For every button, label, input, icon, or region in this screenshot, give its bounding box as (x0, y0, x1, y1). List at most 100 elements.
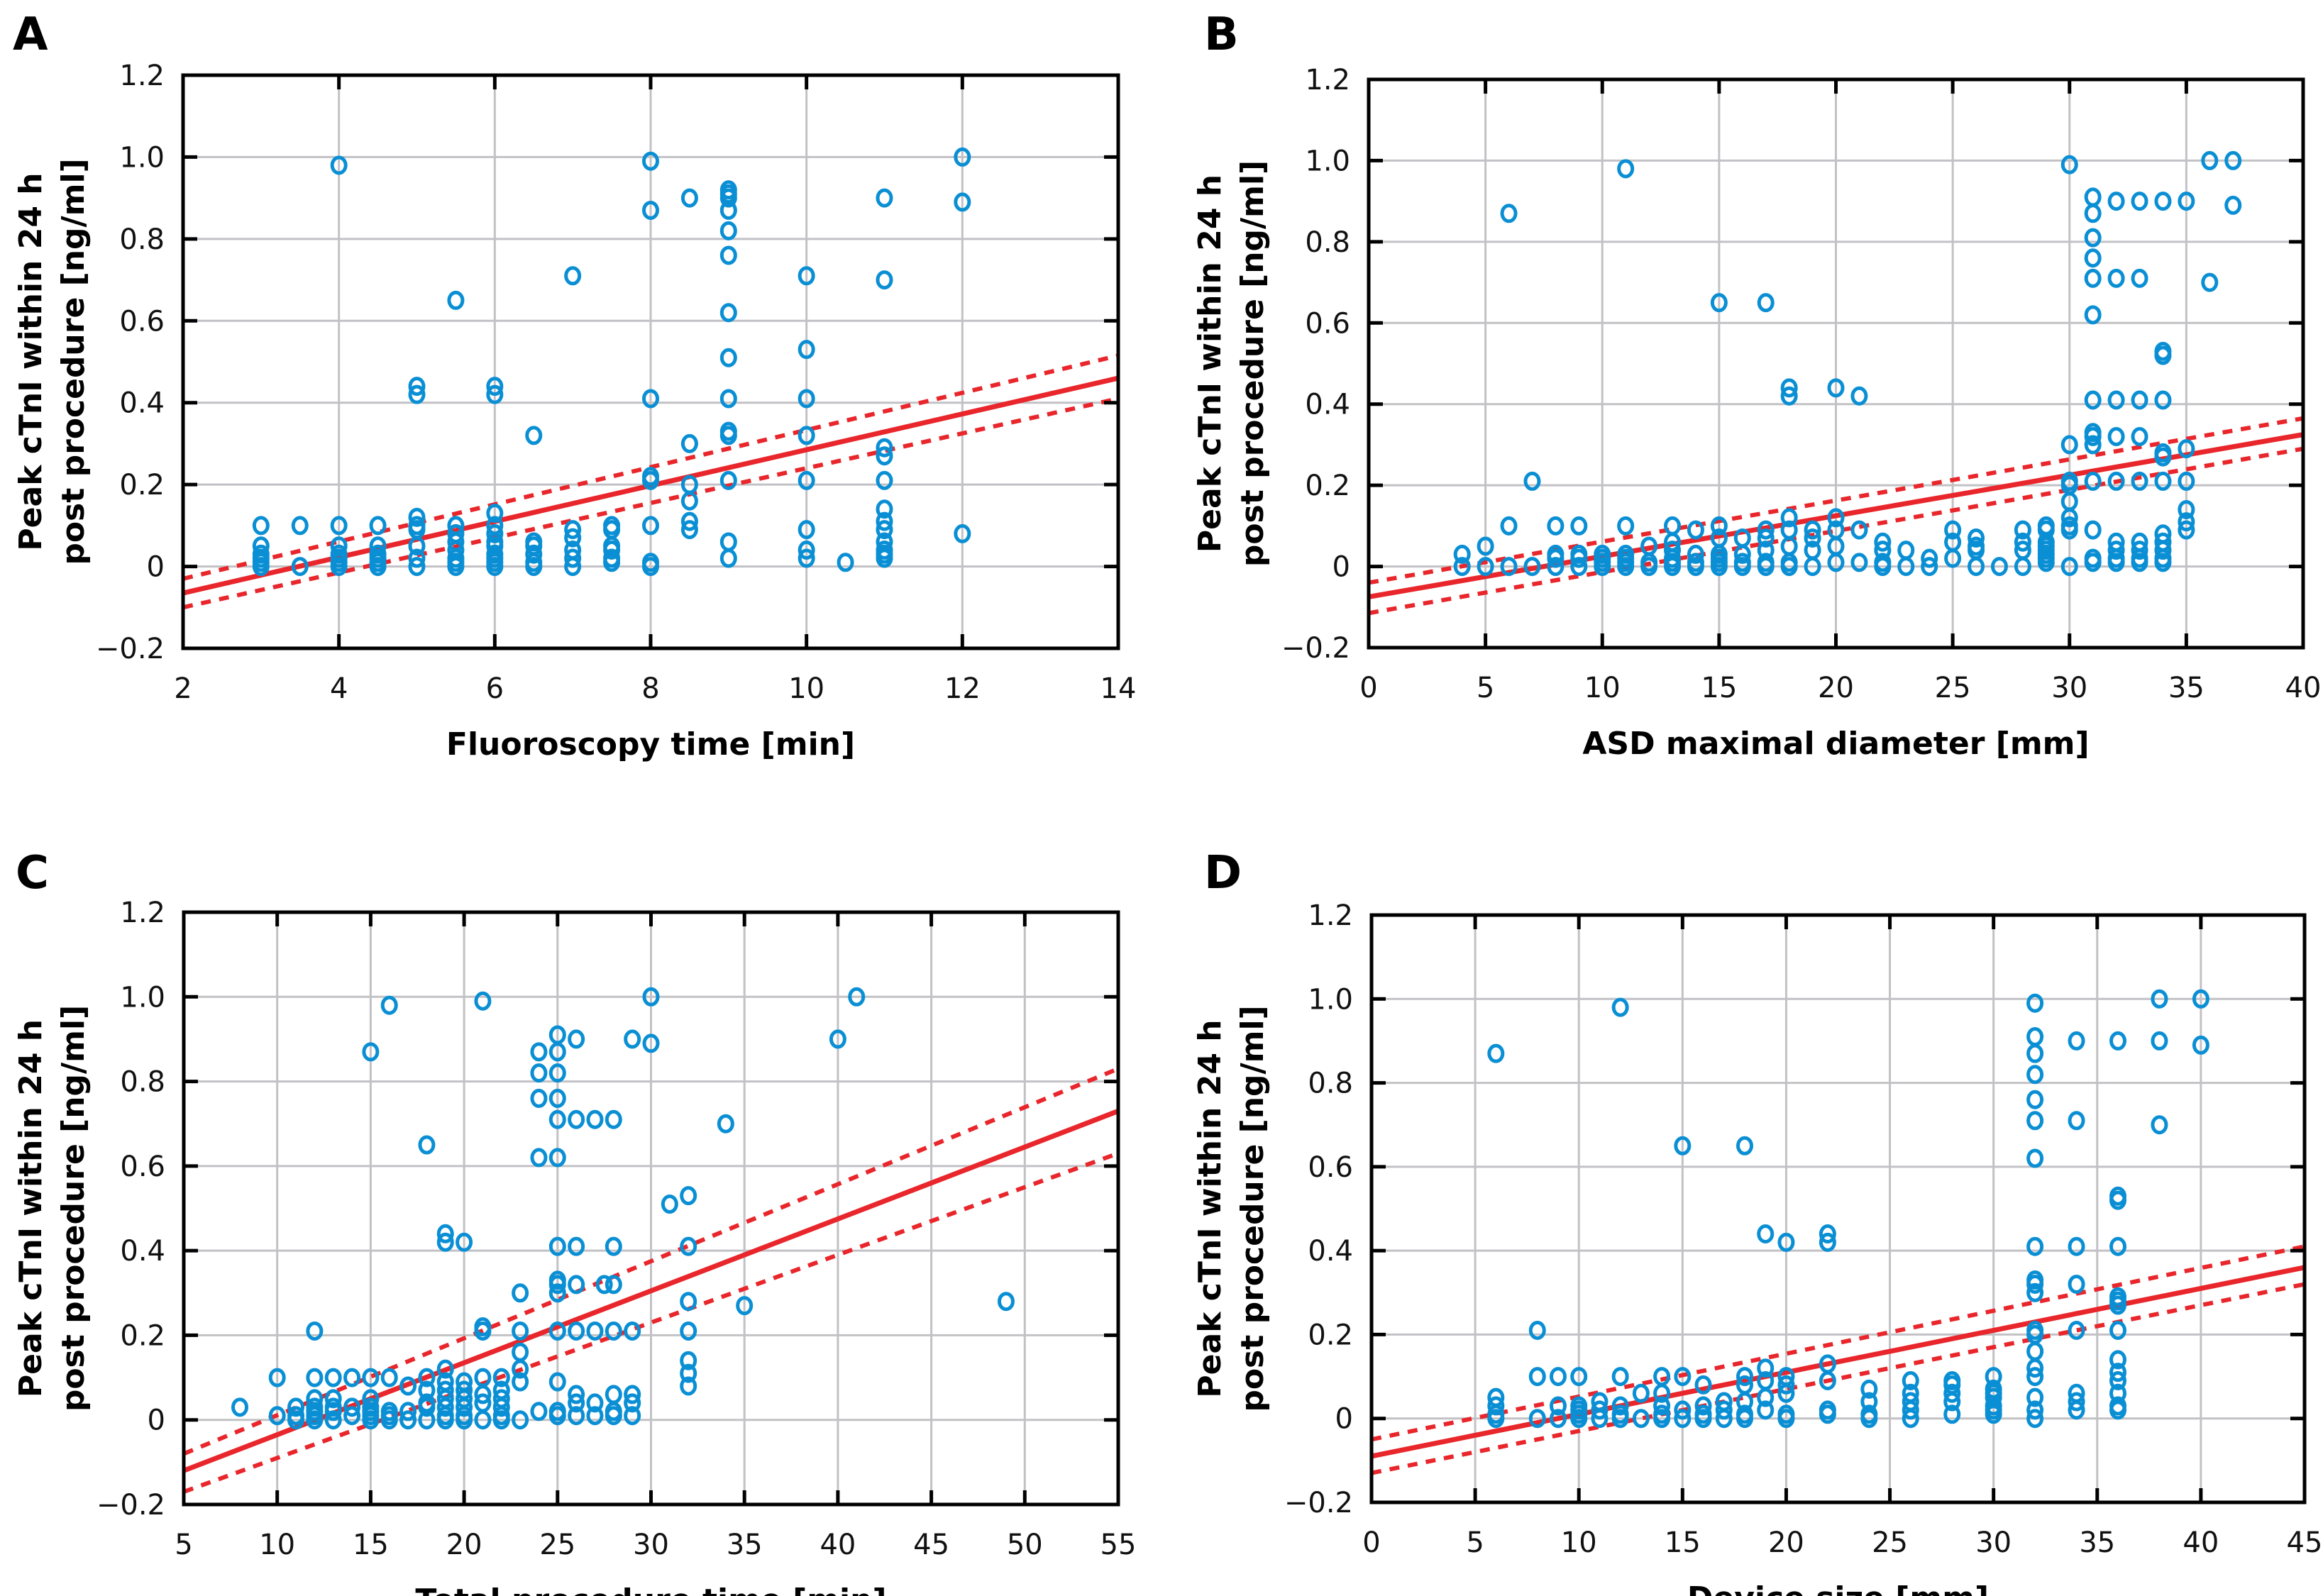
x-tick-label: 20 (1818, 672, 1854, 704)
data-point (680, 511, 698, 531)
data-point (1500, 557, 1518, 577)
data-point (436, 1359, 454, 1379)
panel-b: B 0 5 10 15 20 25 30 35 40 −0.2 0 0.2 0.4 0.6 0.8 1.0 1.2… (1192, 9, 2321, 762)
data-point (624, 1385, 641, 1404)
data-point (436, 1410, 454, 1430)
data-point (2026, 1043, 2044, 1063)
data-point (798, 340, 815, 360)
data-point (1733, 544, 1751, 564)
data-point (306, 1410, 324, 1430)
data-point (2201, 272, 2219, 292)
data-point (1687, 544, 1704, 564)
data-point (798, 266, 815, 286)
data-point (2178, 471, 2195, 491)
data-point (798, 389, 815, 409)
data-point (1874, 557, 1892, 577)
data-point (1736, 1409, 1753, 1429)
data-point (2060, 435, 2078, 455)
data-point (2107, 553, 2125, 572)
y-axis-title: Peak cTnI within 24 h (1192, 1019, 1228, 1397)
data-point (605, 1385, 622, 1404)
data-point (642, 987, 660, 1007)
x-axis-title: ASD maximal diameter [mm] (1582, 726, 2089, 762)
data-point (1687, 557, 1704, 577)
data-point (324, 1402, 342, 1422)
panel-letter: D (1204, 847, 1242, 899)
x-tick-label: 15 (1701, 672, 1737, 704)
x-tick-label: 30 (1975, 1526, 2012, 1559)
data-point (642, 389, 659, 409)
y-tick-label: 1.0 (119, 141, 165, 174)
data-point (586, 1393, 604, 1413)
data-point (1943, 1383, 1961, 1403)
data-point (447, 290, 465, 310)
data-point (1528, 1321, 1546, 1341)
x-tick-label: 20 (1768, 1526, 1804, 1559)
data-point (719, 532, 737, 552)
data-point (798, 548, 815, 568)
data-point (2037, 553, 2055, 572)
panel-letter: A (13, 9, 48, 61)
data-points (252, 147, 971, 577)
data-point (1827, 508, 1845, 528)
data-points (1453, 150, 2242, 577)
data-point (2154, 447, 2172, 467)
data-point (324, 1389, 342, 1409)
data-point (548, 1321, 566, 1341)
data-point (2131, 553, 2148, 572)
data-point (2109, 1236, 2126, 1256)
data-point (330, 516, 348, 536)
data-point (436, 1397, 454, 1417)
y-tick-label: 0.4 (1305, 389, 1350, 421)
data-point (2109, 1350, 2126, 1370)
data-point (876, 548, 893, 568)
data-point (2109, 1400, 2126, 1420)
data-point (1757, 1358, 1775, 1378)
y-tick-label: 0.8 (120, 1066, 165, 1099)
x-tick-label: 8 (641, 672, 659, 705)
data-point (798, 520, 815, 540)
data-point (456, 1232, 473, 1252)
data-point (1477, 536, 1494, 556)
data-point (343, 1406, 361, 1426)
y-axis-title: post procedure [ng/ml] (1235, 160, 1271, 567)
data-point (2026, 1274, 2044, 1294)
data-point (2026, 1409, 2044, 1429)
data-point (586, 1321, 604, 1341)
x-tick-label: 5 (175, 1529, 192, 1561)
y-tick-label: 0 (1335, 1403, 1353, 1436)
data-point (548, 1042, 566, 1062)
data-point (798, 470, 815, 490)
data-point (2026, 1358, 2044, 1378)
data-point (595, 1275, 613, 1295)
data-point (548, 1406, 566, 1426)
data-point (2084, 187, 2102, 207)
data-point (408, 548, 426, 568)
data-point (837, 553, 854, 572)
data-point (876, 499, 893, 519)
data-point (605, 1109, 622, 1129)
x-tick-label: 25 (1872, 1526, 1908, 1559)
data-point (525, 426, 543, 445)
y-tick-label: 1.0 (120, 981, 165, 1014)
data-point (2154, 345, 2172, 365)
data-point (564, 548, 582, 568)
data-point (1715, 1409, 1733, 1429)
data-point (2107, 192, 2125, 211)
plot-frame (1369, 913, 2307, 1504)
data-point (1757, 1387, 1775, 1407)
x-tick-label: 12 (944, 672, 981, 705)
data-point (1990, 557, 2008, 577)
data-point (474, 1321, 492, 1341)
data-point (291, 516, 309, 536)
data-point (1653, 1396, 1671, 1416)
data-point (624, 1406, 641, 1426)
data-point (954, 192, 971, 212)
y-tick-label: 0.8 (1305, 226, 1350, 259)
ci-lower-line (1371, 1282, 2305, 1475)
data-point (719, 348, 737, 367)
x-tick-label: 10 (1561, 1526, 1597, 1559)
x-tick-label: 35 (727, 1529, 763, 1561)
data-point (1777, 1232, 1795, 1252)
data-point (997, 1292, 1015, 1312)
